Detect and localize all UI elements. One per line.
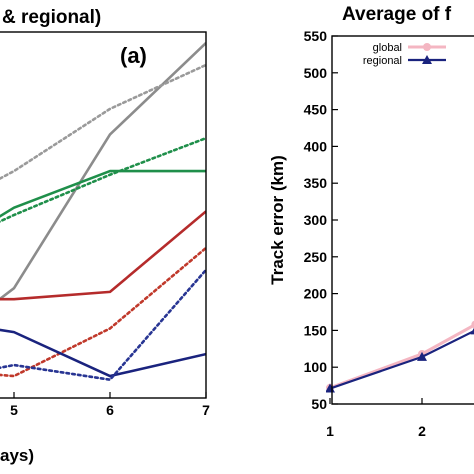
right-x-tick-label: 1	[326, 423, 334, 439]
left-x-tick-label: 7	[202, 402, 210, 418]
left-plot-area	[0, 42, 206, 382]
right-point-regional	[326, 383, 335, 393]
right-y-tick-label: 500	[304, 65, 328, 81]
right-point-regional	[470, 327, 474, 335]
left-x-tick-label: 6	[106, 402, 114, 418]
right-y-tick-label: 100	[304, 359, 328, 375]
right-y-tick-label: 400	[304, 138, 328, 154]
left-series-line-5	[0, 246, 206, 378]
right-chart-title: Average of f	[342, 4, 452, 25]
right-point-global	[471, 320, 474, 329]
right-point-regional	[417, 351, 427, 361]
left-plot-frame	[0, 31, 207, 399]
legend-label-global: global	[373, 42, 402, 54]
left-x-axis-label: ays)	[0, 446, 34, 465]
right-y-tick-label: 450	[304, 102, 328, 118]
left-series-line-6	[0, 328, 206, 378]
left-panel-label: (a)	[120, 43, 147, 68]
right-y-tick-label: 50	[311, 396, 327, 412]
right-y-tick-label: 550	[304, 28, 328, 44]
left-panel: & regional) (a) 5 6 7 ays)	[0, 7, 210, 465]
right-y-tick-label: 350	[304, 175, 328, 191]
left-x-tick-label: 5	[10, 402, 18, 418]
right-y-tick-label: 250	[304, 249, 328, 265]
legend-marker-global	[423, 43, 431, 51]
left-series-line-1	[0, 63, 206, 181]
right-panel: Average of f 501001502002503003504004505…	[268, 4, 474, 439]
left-chart-title: & regional)	[2, 7, 101, 28]
right-y-axis-label: Track error (km)	[268, 155, 287, 284]
right-plot-frame	[331, 35, 474, 405]
legend-marker-regional	[422, 55, 432, 64]
right-y-tick-label: 200	[304, 286, 328, 302]
legend-label-regional: regional	[363, 55, 402, 67]
left-series-line-4	[0, 210, 206, 301]
right-y-tick-label: 150	[304, 322, 328, 338]
left-series-line-3	[0, 169, 206, 218]
left-series-line-2	[0, 136, 206, 223]
left-x-ticks: 5 6 7	[10, 392, 210, 418]
left-series-line-0	[0, 42, 206, 301]
right-plot-area	[326, 320, 474, 393]
left-series-line-7	[0, 268, 206, 382]
right-y-ticks: 50 100 150 200 250 300 350 400 450 500 550	[304, 28, 338, 412]
right-series-line-global	[329, 323, 474, 390]
right-y-tick-label: 300	[304, 212, 328, 228]
right-x-tick-label: 2	[418, 423, 426, 439]
